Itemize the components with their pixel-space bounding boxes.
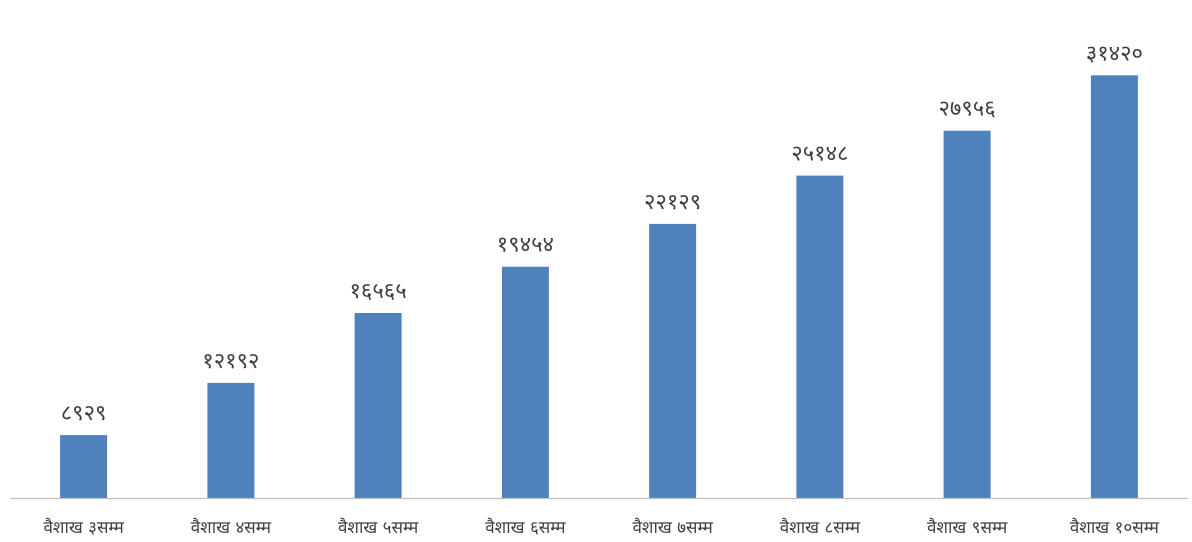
category-tick-label: वैशाख ४सम्म bbox=[191, 517, 272, 538]
category-labels-group: वैशाख ३सम्म वैशाख ४सम्म वैशाख ५सम्म वैशाख ६… bbox=[43, 517, 1159, 538]
bar-value-label: १९४५४ bbox=[497, 233, 554, 258]
bar bbox=[649, 223, 697, 498]
bar bbox=[501, 266, 549, 498]
category-tick-label: वैशाख ७सम्म bbox=[632, 517, 713, 538]
category-tick-label: वैशाख ८सम्म bbox=[780, 517, 861, 538]
category-tick-label: वैशाख ३सम्म bbox=[43, 517, 124, 538]
bar bbox=[796, 175, 844, 498]
bar-value-label: ३१४२० bbox=[1086, 41, 1143, 66]
bar bbox=[1090, 75, 1138, 499]
bar bbox=[354, 313, 402, 498]
bar-value-label: २५१४८ bbox=[791, 142, 848, 167]
category-tick-label: वैशाख १०सम्म bbox=[1070, 517, 1160, 538]
bar bbox=[207, 382, 255, 498]
value-labels-group: ८९२९ १२१९२ १६५६५ १९४५४ २२१२९ २५१४८ २७९५६ ३१४२० bbox=[61, 41, 1143, 426]
bar-value-label: ८९२९ bbox=[61, 401, 107, 426]
bars-group bbox=[60, 75, 1138, 499]
category-tick-label: वैशाख ६सम्म bbox=[485, 517, 566, 538]
bar-value-label: १६५६५ bbox=[349, 279, 406, 304]
bar bbox=[943, 130, 991, 498]
category-tick-label: वैशाख ९सम्म bbox=[927, 517, 1008, 538]
bar-value-label: २७९५६ bbox=[938, 97, 995, 122]
bar bbox=[60, 435, 108, 498]
bar-value-label: १२१९२ bbox=[202, 349, 259, 374]
bar-value-label: २२१२९ bbox=[644, 190, 701, 215]
category-tick-label: वैशाख ५सम्म bbox=[338, 517, 419, 538]
